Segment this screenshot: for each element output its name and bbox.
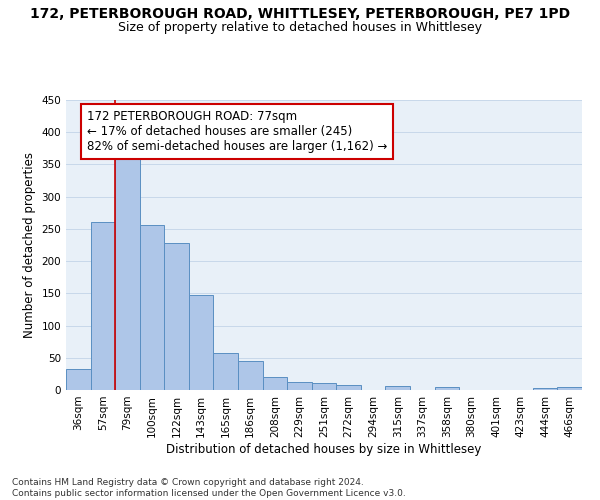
Bar (263, 377, 287, 390)
Bar (557, 388, 582, 390)
Bar (115, 156, 140, 390)
Bar (66, 368, 91, 390)
Bar (140, 225, 164, 390)
Bar (385, 386, 410, 390)
Bar (287, 382, 312, 390)
Bar (336, 386, 361, 390)
Bar (214, 354, 238, 390)
Text: Distribution of detached houses by size in Whittlesey: Distribution of detached houses by size … (166, 442, 482, 456)
Bar (238, 361, 263, 390)
Y-axis label: Number of detached properties: Number of detached properties (23, 152, 36, 338)
Text: Contains HM Land Registry data © Crown copyright and database right 2024.
Contai: Contains HM Land Registry data © Crown c… (12, 478, 406, 498)
Bar (533, 388, 557, 390)
Text: 172, PETERBOROUGH ROAD, WHITTLESEY, PETERBOROUGH, PE7 1PD: 172, PETERBOROUGH ROAD, WHITTLESEY, PETE… (30, 8, 570, 22)
Bar (434, 387, 459, 390)
Bar (91, 222, 115, 390)
Bar (189, 294, 214, 390)
Text: 172 PETERBOROUGH ROAD: 77sqm
← 17% of detached houses are smaller (245)
82% of s: 172 PETERBOROUGH ROAD: 77sqm ← 17% of de… (86, 110, 387, 153)
Bar (164, 243, 189, 390)
Text: Size of property relative to detached houses in Whittlesey: Size of property relative to detached ho… (118, 21, 482, 34)
Bar (312, 383, 336, 390)
